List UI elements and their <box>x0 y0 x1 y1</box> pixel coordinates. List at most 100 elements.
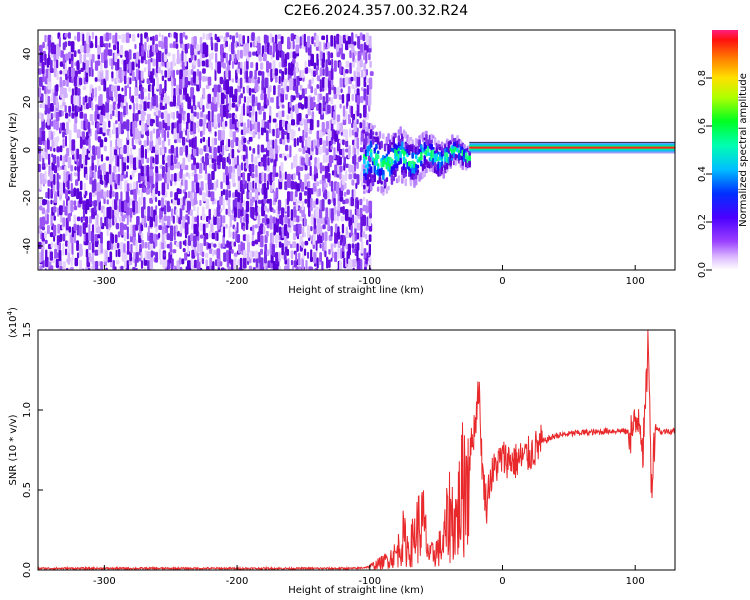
spectrogram-cell <box>109 130 112 139</box>
spectrogram-cell <box>213 84 218 97</box>
spectrogram-cell <box>114 85 118 98</box>
spectrogram-cell <box>84 190 88 196</box>
spectrogram-cell <box>351 61 356 68</box>
spectrogram-cell <box>150 206 154 218</box>
spectrogram-cell <box>172 69 175 79</box>
spectrogram-cell <box>91 224 95 233</box>
spectrogram-cell <box>336 119 340 131</box>
spectrogram-cell <box>296 243 299 252</box>
spectrogram-cell <box>345 60 350 68</box>
spectrogram-cell <box>195 182 200 194</box>
spectrogram-cell <box>167 166 170 176</box>
spectrogram-cell <box>194 105 197 111</box>
spectrogram-cell <box>321 242 325 252</box>
spectrogram-cell <box>41 113 44 122</box>
spectrogram-cell <box>108 120 111 128</box>
spectrogram-cell <box>176 110 179 119</box>
spectrogram-cell <box>143 111 147 116</box>
spectrogram-cell <box>144 215 147 228</box>
spectrogram-cell <box>117 173 121 186</box>
spectrogram-cell <box>58 45 61 57</box>
spectrogram-cell <box>140 86 144 100</box>
spectrogram-cell <box>261 217 265 224</box>
spectrogram-cell <box>229 129 233 138</box>
spectrogram-cell <box>68 86 71 93</box>
spectrogram-cell <box>147 206 151 219</box>
spectrogram-cell <box>356 222 361 231</box>
spectrogram-cell <box>233 205 238 218</box>
spectrogram-cell <box>163 36 168 49</box>
spectrogram-cell <box>134 86 139 97</box>
spectrogram-cell <box>231 41 235 55</box>
spectrogram-cell <box>58 110 63 117</box>
spectrogram-cell <box>295 266 300 270</box>
spectrogram-cell <box>316 130 320 140</box>
spectrogram-cell <box>187 154 191 162</box>
spectrogram-cell <box>114 217 118 223</box>
spectrogram-cell <box>334 251 338 263</box>
spectrogram-cell <box>53 191 58 203</box>
spectrogram-cell <box>293 155 296 168</box>
spectrogram-cell <box>205 44 209 57</box>
spectrogram-cell <box>44 53 47 66</box>
spectrogram-cell <box>201 251 205 258</box>
spectrogram-cell <box>169 225 174 237</box>
spectrogram-cell <box>228 225 231 239</box>
spectrogram-cell <box>311 77 314 84</box>
spectrogram-cell <box>158 50 162 63</box>
snr-background <box>38 330 675 570</box>
spectrogram-cell <box>58 249 62 262</box>
spectrogram-cell <box>298 147 302 152</box>
spectrogram-cell <box>359 198 363 206</box>
spectrogram-cell <box>170 191 173 198</box>
spectrogram-cell <box>272 216 276 224</box>
spectrogram-cell <box>53 224 57 237</box>
spectrogram-cell <box>120 122 124 135</box>
spectrogram-cell <box>263 172 267 183</box>
spectrogram-cell <box>284 214 289 224</box>
spectrogram-cell <box>365 234 368 240</box>
spectrogram-cell <box>225 189 229 201</box>
spectrogram-cell <box>319 179 323 185</box>
spectrogram-cell <box>76 216 81 222</box>
spectrogram-cell <box>190 233 194 242</box>
spectrogram-cell <box>123 161 127 172</box>
spectrogram-cell <box>170 173 174 182</box>
spectrogram-cell <box>363 71 366 78</box>
spectrogram-cell <box>242 103 246 116</box>
spectrogram-cell <box>316 157 320 170</box>
spectrogram-cell <box>120 147 124 155</box>
spectrogram-cell <box>102 162 106 175</box>
spectrogram-cell <box>353 88 356 95</box>
spectrogram-cell <box>345 163 349 168</box>
spectrogram-cell <box>71 139 76 151</box>
spectrogram-cell <box>324 182 328 188</box>
spectrogram-cell <box>392 176 395 182</box>
spectrogram-cell <box>307 180 311 188</box>
spectrogram-cell <box>73 205 78 211</box>
spectrogram-cell <box>333 93 338 99</box>
spectrogram-cell <box>169 101 174 107</box>
spectrogram-cell <box>321 198 325 212</box>
spectrogram-cell <box>143 196 146 210</box>
spectrogram-cell <box>401 141 404 150</box>
spectrogram-cell <box>316 139 320 149</box>
spectrogram-cell <box>251 32 255 41</box>
spectrogram-cell <box>359 59 363 68</box>
spectrogram-cell <box>366 112 369 120</box>
spectrogram-cell <box>181 258 185 265</box>
spectrogram-cell <box>143 101 147 111</box>
spectrogram-cell <box>375 143 378 150</box>
spectrogram-cell <box>383 180 387 187</box>
spectrogram-cell <box>164 92 168 104</box>
spectrogram-cell <box>39 153 42 162</box>
spectrogram-cell <box>262 53 267 62</box>
spectrogram-cell <box>170 199 173 204</box>
spectrogram-cell <box>120 45 124 56</box>
spectrogram-cell <box>211 137 215 150</box>
spectrogram-cell <box>70 172 73 182</box>
spectrogram-cell <box>56 43 60 57</box>
spectrogram-cell <box>71 242 74 255</box>
spectrogram-cell <box>339 269 342 270</box>
